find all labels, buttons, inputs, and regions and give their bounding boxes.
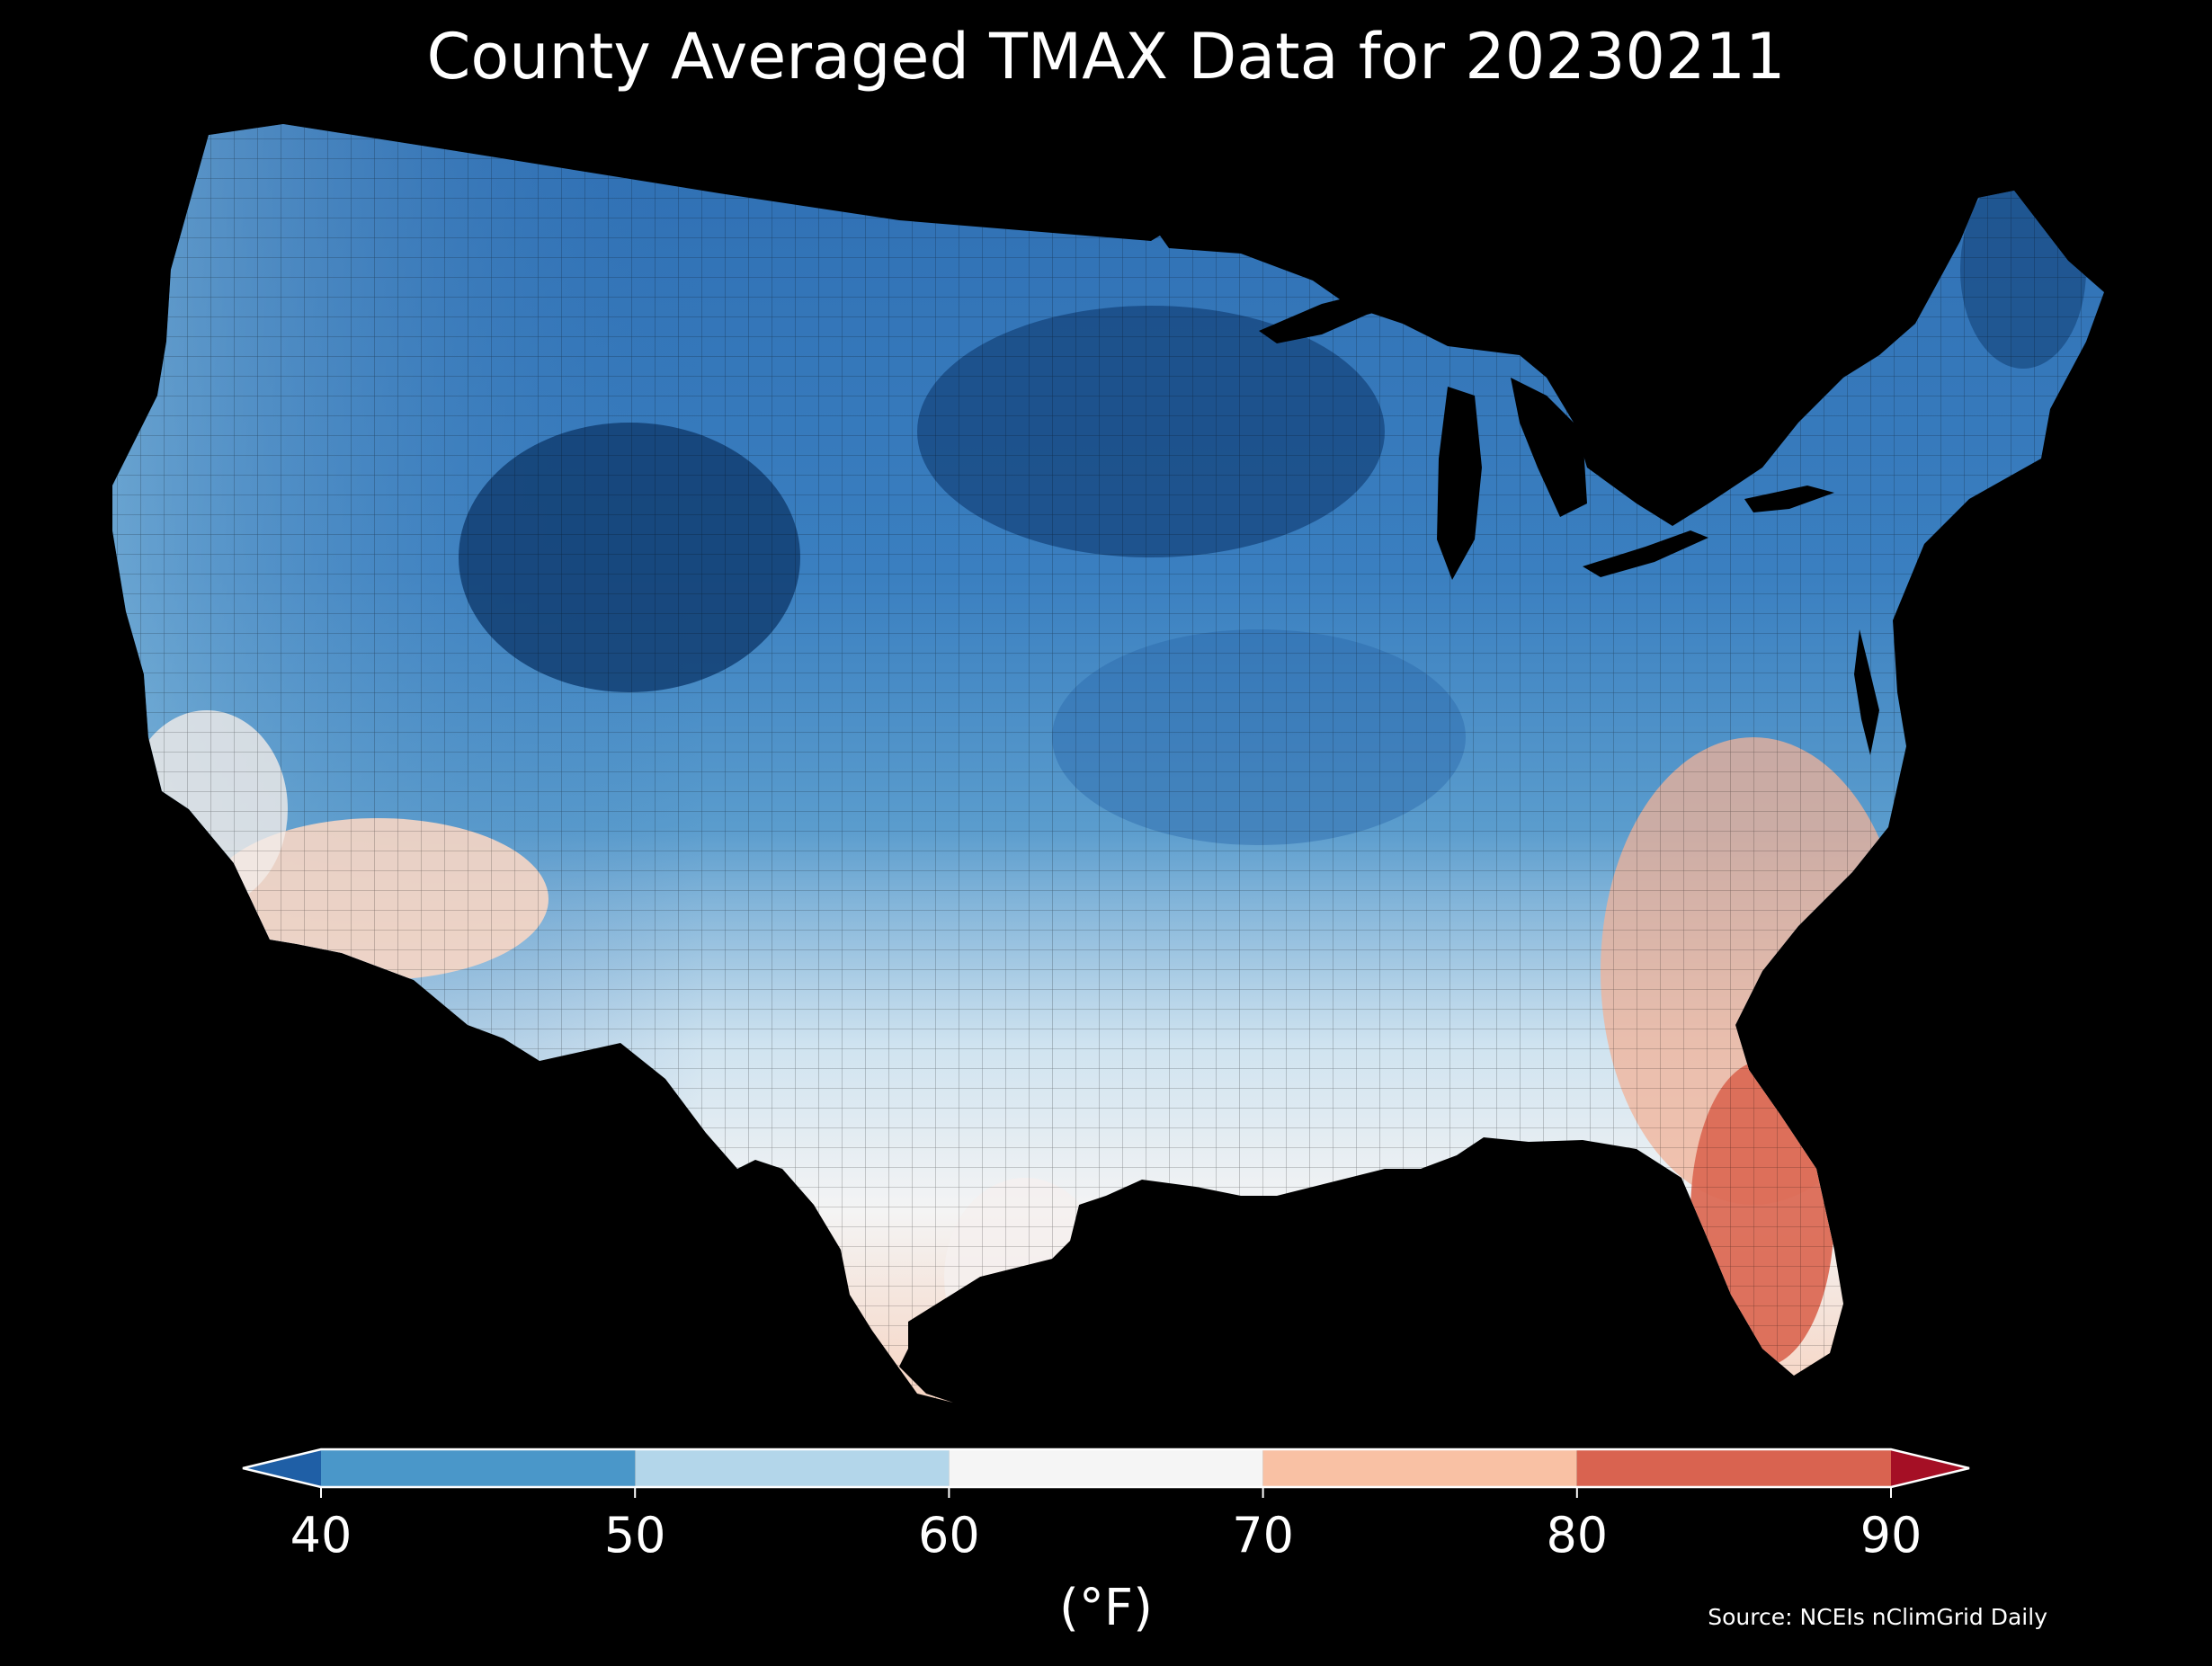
colorbar-tick-label: 90 [1860, 1507, 1922, 1564]
us-county-map [112, 124, 2104, 1403]
lake-erie-ontario [1583, 486, 1834, 577]
colorbar-extend-high [1891, 1449, 1969, 1487]
lake-michigan [1437, 387, 1482, 580]
colorbar-bin [321, 1449, 636, 1487]
colorbar-tick-label: 80 [1546, 1507, 1608, 1564]
lake-huron [1511, 378, 1587, 517]
colorbar-bin [949, 1449, 1263, 1487]
chesapeake-bay [1854, 629, 1879, 755]
colorbar: 40 50 60 70 80 90 [242, 1448, 1970, 1564]
map-title: County Averaged TMAX Data for 20230211 [426, 20, 1786, 94]
colorbar-tick-label: 40 [290, 1507, 352, 1564]
lake-superior [1259, 286, 1430, 343]
colorbar-bin [1576, 1449, 1891, 1487]
colorbar-bin [1262, 1449, 1577, 1487]
colorbar-tick-label: 50 [604, 1507, 666, 1564]
colorbar-tick-label: 70 [1232, 1507, 1294, 1564]
colorbar-bin [635, 1449, 950, 1487]
source-credit: Source: NCEIs nClimGrid Daily [1708, 1604, 2047, 1630]
colorbar-tick-label: 60 [918, 1507, 980, 1564]
colorbar-extend-low [243, 1449, 321, 1487]
colorbar-unit-label: (°F) [1059, 1579, 1153, 1637]
